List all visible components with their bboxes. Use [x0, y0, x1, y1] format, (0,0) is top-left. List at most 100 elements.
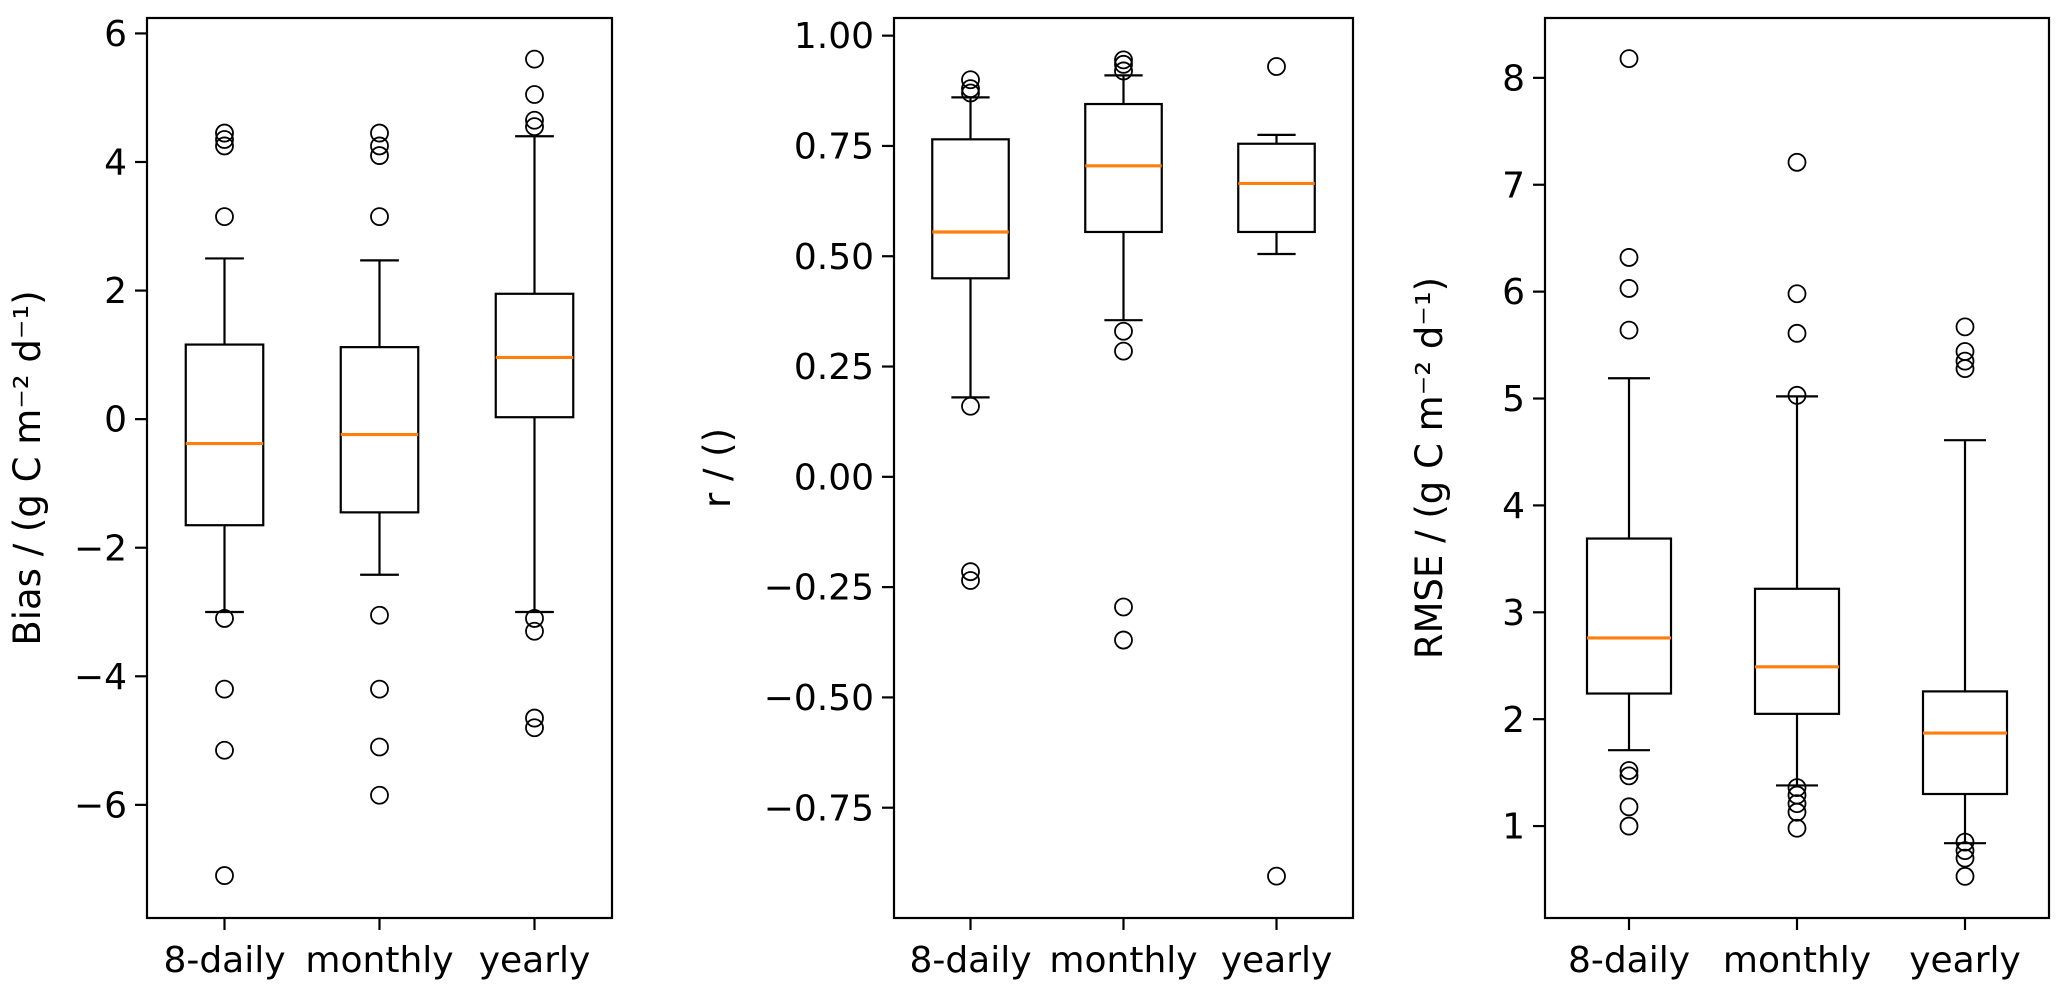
outlier-point	[370, 136, 389, 156]
y-tick-label: −4	[74, 657, 127, 698]
outlier-point	[370, 207, 389, 227]
outlier-point	[1267, 57, 1286, 76]
box-rect	[1921, 690, 2009, 796]
box-rect	[339, 346, 420, 514]
y-tick-label: −6	[74, 785, 127, 826]
outlier-point	[1619, 797, 1639, 817]
y-axis-label: r / ()	[696, 428, 739, 508]
outlier-point	[961, 571, 980, 590]
outlier-point	[370, 123, 389, 143]
outlier-point	[525, 49, 544, 69]
outlier-point	[1114, 54, 1133, 74]
x-tick-label: monthly	[305, 940, 453, 981]
x-tick-label: yearly	[479, 940, 591, 981]
bias-panel: −6 −4 −2 0 2 4 6 Bias / (g C m⁻² d⁻¹) 8-daily mon…	[6, 14, 614, 981]
outlier-point	[1787, 778, 1807, 797]
outlier-point	[1787, 323, 1807, 343]
y-axis-label: RMSE / (g C m⁻² d⁻¹)	[1408, 277, 1451, 659]
outlier-point	[215, 679, 234, 699]
outlier-point	[1955, 317, 1975, 337]
outlier-point	[215, 136, 234, 156]
outlier-point	[370, 146, 389, 165]
outlier-point	[1114, 597, 1133, 617]
outlier-point	[1787, 802, 1807, 822]
box-rect	[1753, 587, 1841, 715]
y-tick-label: −0.75	[764, 788, 874, 829]
y-tick-label: 2	[104, 271, 127, 312]
y-tick-label: 4	[104, 143, 127, 184]
outlier-point	[961, 83, 980, 103]
outlier-point	[1619, 761, 1639, 780]
outlier-point	[1619, 279, 1639, 298]
y-tick-label: −2	[74, 528, 127, 569]
outlier-point	[1955, 832, 1975, 852]
rmse-panel: 1 2 3 4 5 6 7 8 RMSE / (g C m⁻² d⁻¹) 8-daily month…	[1408, 16, 2051, 981]
y-tick-label: 6	[1502, 272, 1525, 313]
outlier-point	[1114, 630, 1133, 650]
outlier-point	[370, 785, 389, 805]
y-tick-label: 0.00	[794, 457, 874, 498]
x-tick-label: 8-daily	[163, 940, 285, 981]
y-tick-label: 0.75	[794, 127, 874, 168]
y-tick-label: 4	[1502, 486, 1525, 527]
outlier-point	[215, 130, 234, 149]
outlier-point	[525, 85, 544, 104]
correlation-box-yearly	[1237, 57, 1316, 886]
box-rect	[494, 292, 575, 419]
y-tick-label: −0.25	[764, 568, 874, 609]
outlier-point	[215, 123, 234, 143]
outlier-point	[525, 609, 544, 628]
box-rect	[1084, 102, 1163, 234]
outlier-point	[1619, 248, 1639, 267]
y-tick-label: 0	[104, 400, 127, 441]
y-tick-label: 7	[1502, 165, 1525, 206]
outlier-point	[215, 740, 234, 760]
outlier-point	[1114, 321, 1133, 341]
outlier-point	[1267, 866, 1286, 886]
outlier-point	[525, 708, 544, 728]
outlier-point	[370, 679, 389, 699]
bias-box-monthly	[339, 123, 420, 805]
y-tick-label: 5	[1502, 379, 1525, 420]
outlier-point	[1114, 61, 1133, 81]
outlier-point	[525, 117, 544, 137]
y-tick-label: 3	[1502, 593, 1525, 634]
outlier-point	[1955, 841, 1975, 861]
outlier-point	[961, 396, 980, 416]
y-tick-label: 0.50	[794, 237, 874, 278]
x-tick-label: yearly	[1221, 940, 1333, 981]
outlier-point	[525, 110, 544, 130]
correlation-box-8-daily	[931, 70, 1010, 590]
outlier-point	[1787, 818, 1807, 838]
y-tick-label: 1.00	[794, 16, 874, 57]
outlier-point	[1619, 320, 1639, 340]
x-tick-label: monthly	[1723, 940, 1871, 981]
y-tick-label: 6	[104, 14, 127, 55]
outlier-point	[525, 621, 544, 641]
rmse-box-8-daily	[1585, 49, 1673, 836]
x-tick-label: 8-daily	[909, 940, 1031, 981]
outlier-point	[1787, 794, 1807, 814]
outlier-point	[961, 70, 980, 90]
y-axis-label: Bias / (g C m⁻² d⁻¹)	[6, 290, 49, 645]
outlier-point	[961, 79, 980, 98]
box-rect	[184, 343, 265, 527]
bias-box-8-daily	[184, 123, 265, 885]
outlier-point	[1619, 766, 1639, 786]
outlier-point	[1787, 284, 1807, 304]
outlier-point	[961, 562, 980, 582]
outlier-point	[1955, 848, 1975, 868]
correlation-panel: −0.75 −0.50 −0.25 0.00 0.25 0.50 0.75 1.00 r / (…	[696, 16, 1355, 981]
x-tick-label: yearly	[1909, 940, 2021, 981]
outlier-point	[1955, 359, 1975, 378]
outlier-point	[215, 207, 234, 227]
y-tick-label: 2	[1502, 700, 1525, 741]
outlier-point	[370, 605, 389, 625]
bias-box-yearly	[494, 49, 575, 738]
outlier-point	[370, 737, 389, 757]
outlier-point	[1787, 385, 1807, 405]
x-tick-label: monthly	[1049, 940, 1197, 981]
rmse-box-yearly	[1921, 317, 2009, 886]
